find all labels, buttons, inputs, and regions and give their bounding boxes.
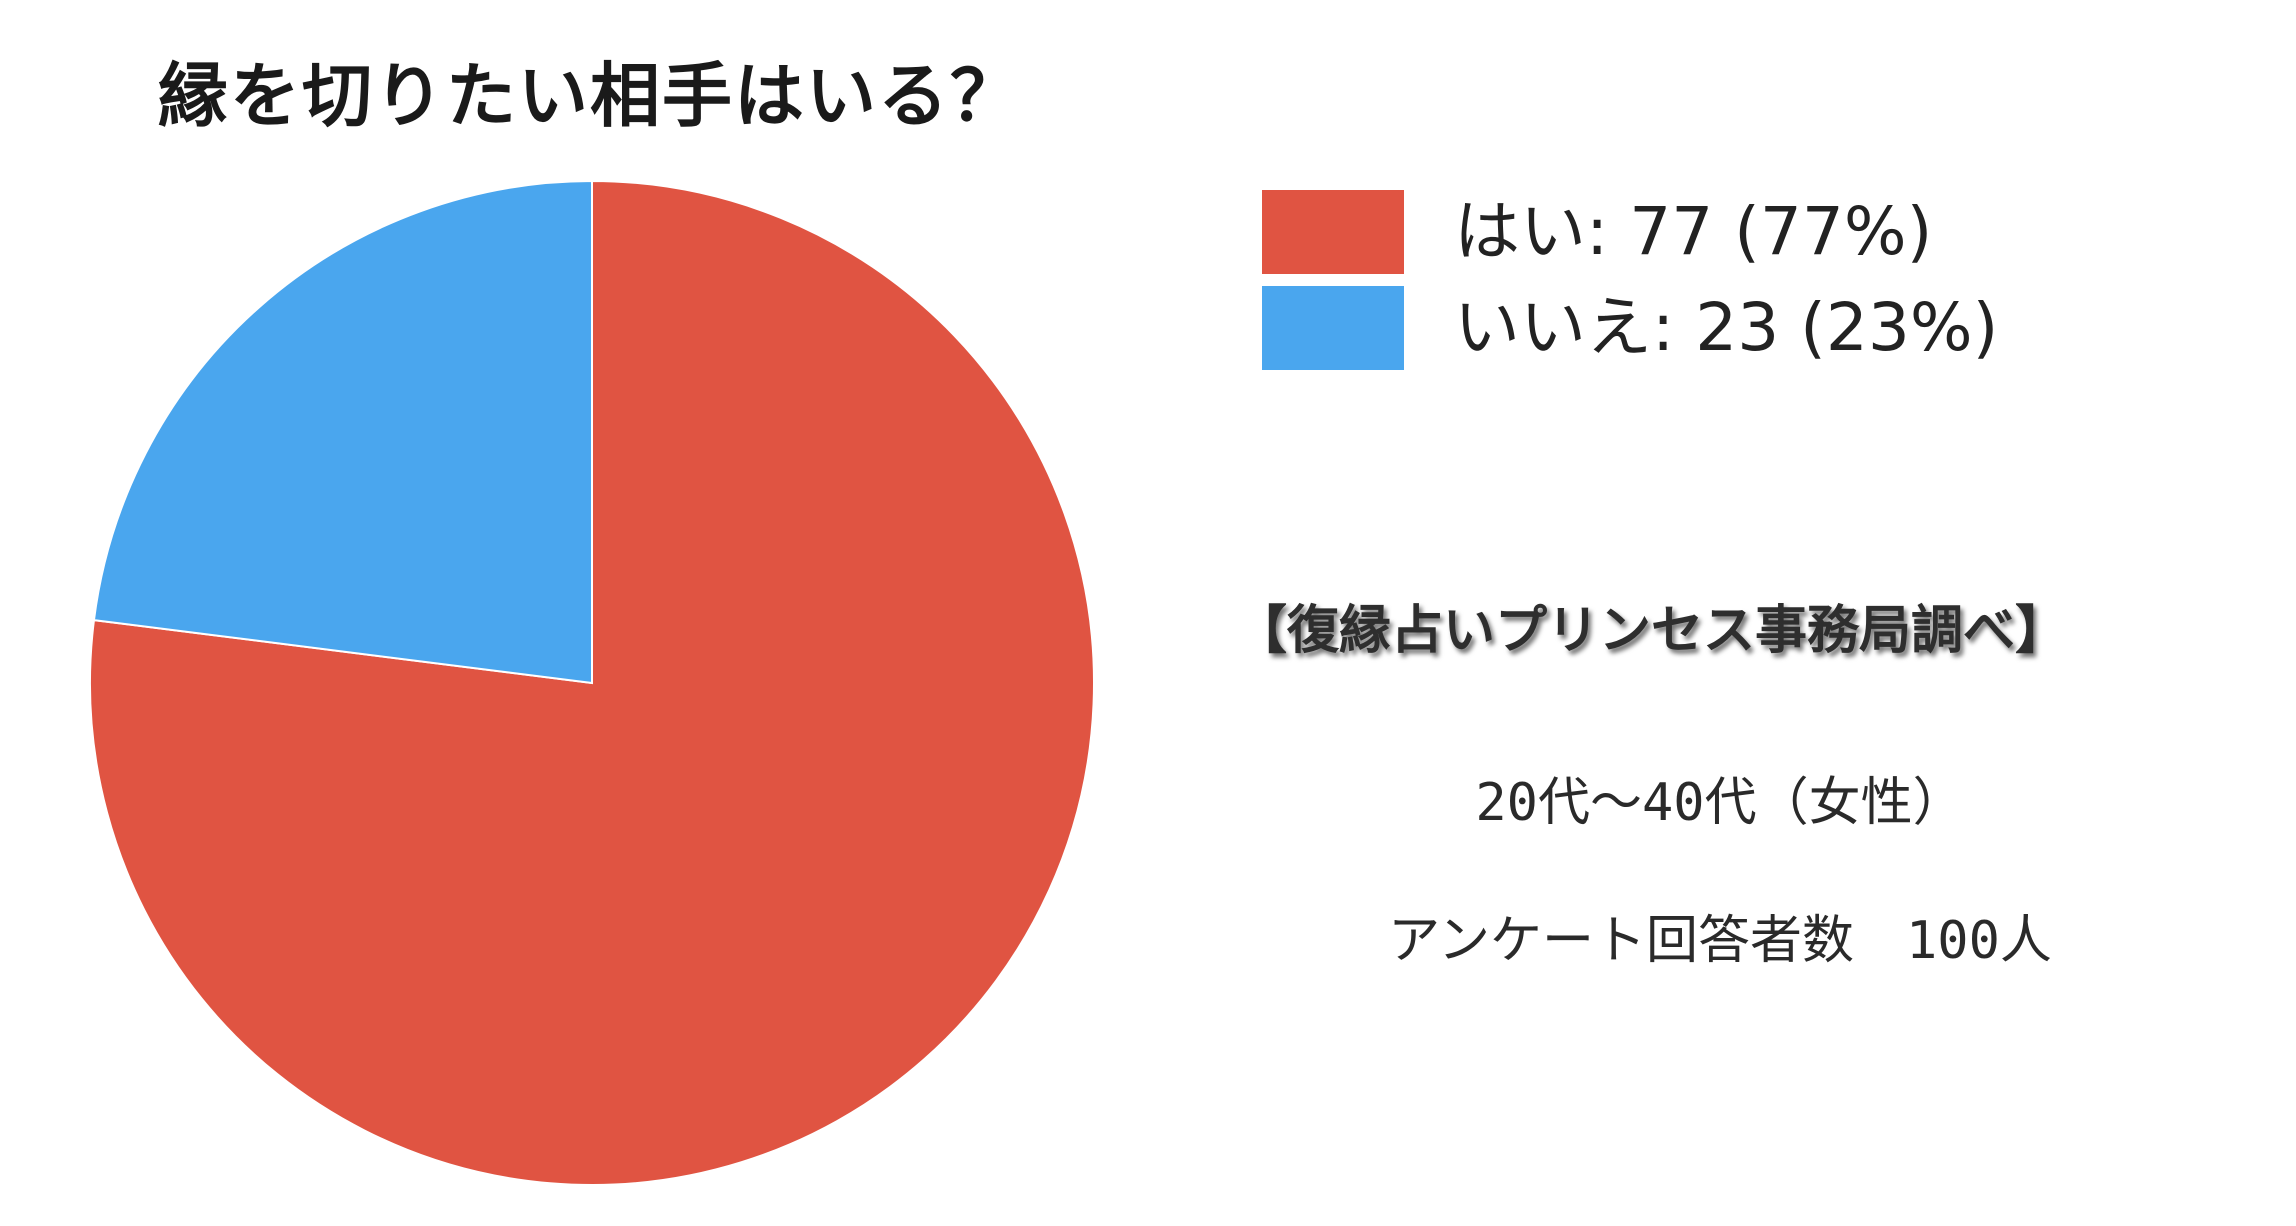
pie-slice-no xyxy=(92,179,593,685)
legend-label-no: いいえ: 23 (23%) xyxy=(1454,289,1999,366)
pie-chart xyxy=(89,179,1095,1186)
legend-label-yes: はい: 77 (77%) xyxy=(1454,193,1933,270)
source-note: 【復縁占いプリンセス事務局調べ】 xyxy=(1235,601,2068,661)
chart-title: 縁を切りたい相手はいる？ xyxy=(158,55,1022,137)
respondents-note: アンケート回答者数 100人 xyxy=(1388,911,2052,971)
demographic-note: 20代～40代（女性） xyxy=(1475,773,1965,833)
pie-slices xyxy=(89,179,1095,1186)
legend-swatch-no xyxy=(1262,286,1404,370)
legend-swatch-yes xyxy=(1262,190,1404,274)
